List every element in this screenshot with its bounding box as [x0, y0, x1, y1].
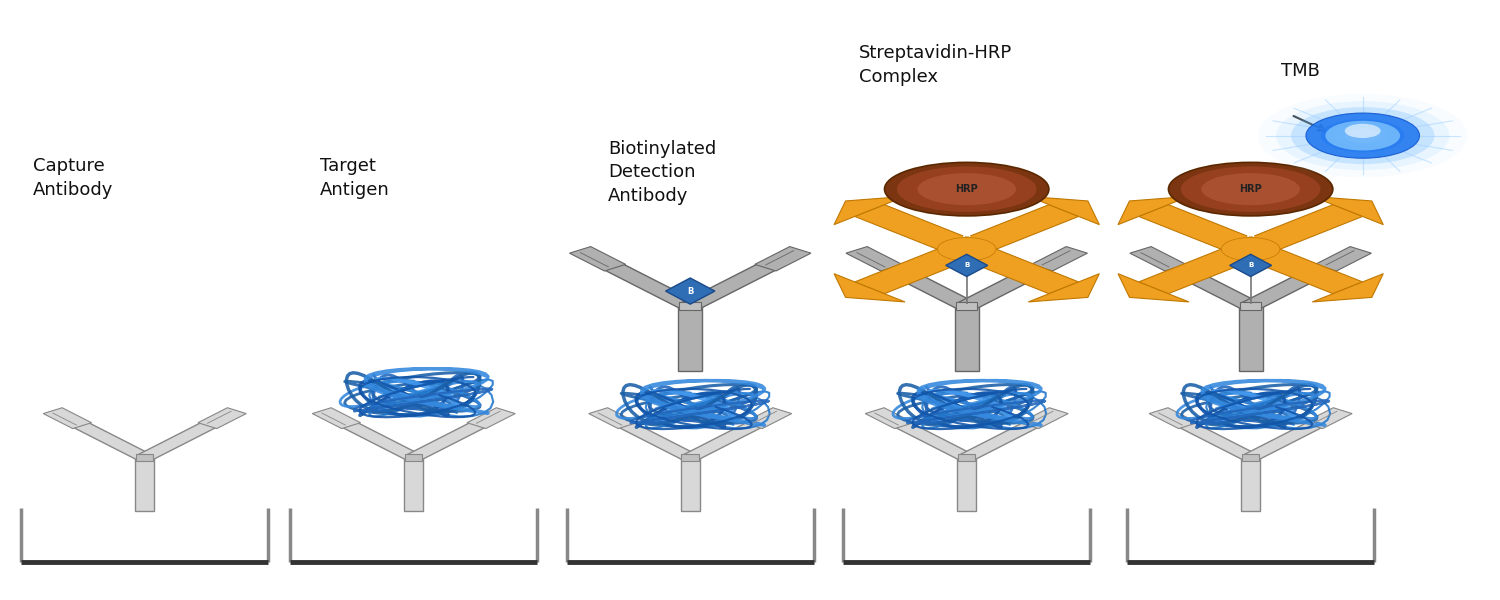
- Circle shape: [1221, 238, 1280, 261]
- Polygon shape: [682, 420, 766, 460]
- Text: TMB: TMB: [1281, 62, 1320, 80]
- Bar: [956, 302, 978, 310]
- Polygon shape: [1118, 196, 1190, 224]
- Circle shape: [1276, 101, 1449, 170]
- Circle shape: [1346, 124, 1380, 138]
- Polygon shape: [754, 247, 812, 271]
- Polygon shape: [1020, 408, 1068, 428]
- Text: B: B: [964, 262, 969, 268]
- Polygon shape: [598, 261, 699, 309]
- Polygon shape: [744, 408, 792, 428]
- Polygon shape: [957, 458, 976, 511]
- Bar: [1242, 454, 1260, 461]
- Polygon shape: [1158, 261, 1260, 309]
- Polygon shape: [588, 408, 638, 428]
- Polygon shape: [952, 243, 1078, 293]
- Polygon shape: [135, 458, 154, 511]
- Polygon shape: [466, 408, 514, 428]
- Ellipse shape: [885, 163, 1048, 216]
- Polygon shape: [1230, 254, 1272, 277]
- Polygon shape: [1239, 306, 1263, 371]
- Polygon shape: [1236, 205, 1362, 255]
- Text: HRP: HRP: [956, 184, 978, 194]
- Circle shape: [1306, 113, 1419, 158]
- Polygon shape: [834, 274, 904, 302]
- Polygon shape: [1149, 408, 1197, 428]
- Circle shape: [1306, 113, 1419, 158]
- Polygon shape: [957, 261, 1059, 309]
- Polygon shape: [1240, 261, 1342, 309]
- Polygon shape: [404, 458, 423, 511]
- Polygon shape: [312, 408, 360, 428]
- Polygon shape: [1138, 243, 1266, 293]
- Ellipse shape: [897, 166, 1036, 212]
- Bar: [680, 302, 700, 310]
- Polygon shape: [1118, 274, 1190, 302]
- Polygon shape: [681, 458, 700, 511]
- Polygon shape: [1029, 196, 1100, 224]
- Polygon shape: [136, 420, 222, 460]
- Ellipse shape: [1202, 173, 1300, 205]
- Polygon shape: [945, 254, 987, 277]
- Circle shape: [1326, 121, 1400, 151]
- Polygon shape: [874, 261, 977, 309]
- Polygon shape: [198, 408, 246, 428]
- Bar: [958, 454, 975, 461]
- Polygon shape: [338, 420, 422, 460]
- Polygon shape: [1316, 247, 1371, 271]
- Polygon shape: [1236, 243, 1362, 293]
- Ellipse shape: [1180, 166, 1320, 212]
- Circle shape: [1292, 107, 1434, 164]
- Polygon shape: [1240, 458, 1260, 511]
- Text: Biotinylated
Detection
Antibody: Biotinylated Detection Antibody: [608, 140, 717, 205]
- Circle shape: [1336, 125, 1389, 146]
- Polygon shape: [614, 420, 698, 460]
- Circle shape: [1258, 94, 1467, 177]
- Polygon shape: [44, 408, 92, 428]
- Text: HRP: HRP: [1239, 184, 1262, 194]
- Text: B: B: [1248, 262, 1254, 268]
- Polygon shape: [678, 306, 702, 371]
- Bar: [681, 454, 699, 461]
- Polygon shape: [1130, 247, 1186, 271]
- Polygon shape: [1138, 205, 1266, 255]
- Ellipse shape: [1168, 163, 1334, 216]
- Polygon shape: [1029, 274, 1100, 302]
- Polygon shape: [666, 278, 716, 304]
- Text: A: A: [1246, 229, 1254, 239]
- Polygon shape: [1032, 247, 1088, 271]
- Polygon shape: [406, 420, 490, 460]
- Polygon shape: [1312, 196, 1383, 224]
- Polygon shape: [1174, 420, 1258, 460]
- Text: Streptavidin-HRP
Complex: Streptavidin-HRP Complex: [859, 44, 1012, 86]
- Polygon shape: [570, 247, 626, 271]
- Polygon shape: [834, 196, 904, 224]
- Text: Capture
Antibody: Capture Antibody: [33, 157, 112, 199]
- Bar: [405, 454, 423, 461]
- Polygon shape: [958, 420, 1044, 460]
- Polygon shape: [954, 306, 978, 371]
- Polygon shape: [865, 408, 913, 428]
- Polygon shape: [1244, 420, 1328, 460]
- Circle shape: [938, 238, 996, 261]
- Bar: [1240, 302, 1262, 310]
- Polygon shape: [1312, 274, 1383, 302]
- Ellipse shape: [918, 173, 1016, 205]
- Polygon shape: [855, 205, 981, 255]
- Circle shape: [1346, 128, 1380, 143]
- Polygon shape: [952, 205, 1078, 255]
- Polygon shape: [68, 420, 153, 460]
- Polygon shape: [846, 247, 901, 271]
- Text: B: B: [687, 287, 693, 296]
- Bar: [136, 454, 153, 461]
- Polygon shape: [1304, 408, 1352, 428]
- Circle shape: [1322, 119, 1404, 152]
- Text: A: A: [963, 229, 970, 239]
- Text: Target
Antigen: Target Antigen: [320, 157, 390, 199]
- Polygon shape: [681, 261, 783, 309]
- Polygon shape: [855, 243, 981, 293]
- Polygon shape: [890, 420, 975, 460]
